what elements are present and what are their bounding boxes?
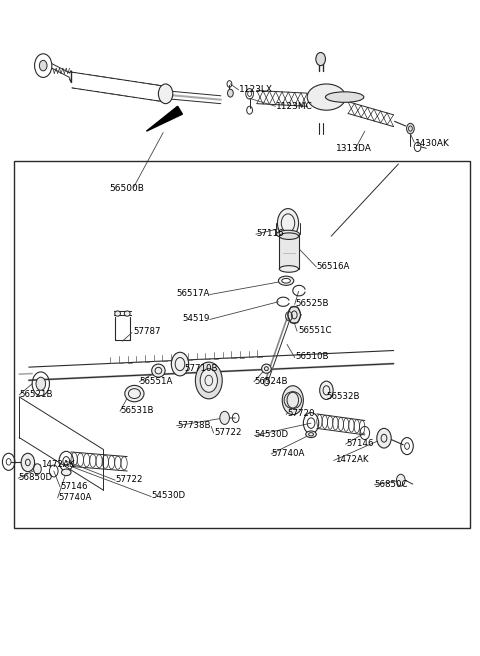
Ellipse shape [307,84,346,110]
Circle shape [195,362,222,399]
Polygon shape [146,106,182,131]
Circle shape [377,428,391,448]
Text: 56850C: 56850C [375,480,408,489]
Text: 56500B: 56500B [109,184,144,194]
Ellipse shape [125,385,144,401]
Text: 56532B: 56532B [327,392,360,401]
Circle shape [407,123,414,134]
Text: 1430AK: 1430AK [415,139,450,148]
Text: 1313DA: 1313DA [336,144,372,154]
Text: 56850D: 56850D [19,473,53,482]
Text: 1472AK: 1472AK [41,460,75,469]
Circle shape [171,352,189,376]
Ellipse shape [152,364,165,377]
Text: 56531B: 56531B [120,406,154,415]
Ellipse shape [276,230,300,238]
Text: 57146: 57146 [60,482,88,491]
Circle shape [39,60,47,71]
Text: 54519: 54519 [183,314,210,323]
Text: 57722: 57722 [116,475,143,484]
Circle shape [158,84,173,104]
Ellipse shape [279,233,299,239]
Text: 54530D: 54530D [152,491,186,501]
Circle shape [277,209,299,237]
Text: 56517A: 56517A [177,289,210,298]
Bar [279,235,299,269]
Ellipse shape [306,431,316,438]
Text: 56510B: 56510B [296,352,329,361]
Bar [14,161,470,528]
Circle shape [200,369,217,392]
Ellipse shape [278,276,294,285]
Text: 57740A: 57740A [58,493,92,502]
Circle shape [396,474,405,486]
Circle shape [228,89,233,97]
Ellipse shape [61,469,71,476]
Text: 57710B: 57710B [185,363,218,373]
Text: 56525B: 56525B [296,299,329,308]
Circle shape [288,306,300,323]
Circle shape [21,453,35,472]
Circle shape [282,386,303,415]
Text: 1123MC: 1123MC [276,102,313,111]
Ellipse shape [124,311,130,316]
Text: 56551C: 56551C [298,326,332,335]
Ellipse shape [262,364,271,373]
Circle shape [220,411,229,424]
Text: 54530D: 54530D [255,430,289,440]
Text: 57722: 57722 [214,428,241,437]
Ellipse shape [325,92,364,102]
Text: 57146: 57146 [347,439,374,448]
Text: 57116: 57116 [256,229,284,238]
Circle shape [36,377,46,390]
Ellipse shape [282,278,290,283]
Text: 1472AK: 1472AK [335,455,368,464]
Text: 57720: 57720 [287,409,314,419]
Text: 56521B: 56521B [20,390,53,399]
Text: 56516A: 56516A [317,262,350,271]
Ellipse shape [115,311,120,316]
Text: 56551A: 56551A [140,377,173,386]
Circle shape [320,381,333,400]
Text: 57740A: 57740A [272,449,305,458]
Circle shape [34,464,41,474]
Circle shape [316,52,325,66]
Text: 57787: 57787 [133,327,160,337]
Ellipse shape [279,266,299,272]
Text: 56524B: 56524B [255,377,288,386]
Text: 1123LX: 1123LX [239,85,273,94]
Text: 57738B: 57738B [178,420,211,430]
